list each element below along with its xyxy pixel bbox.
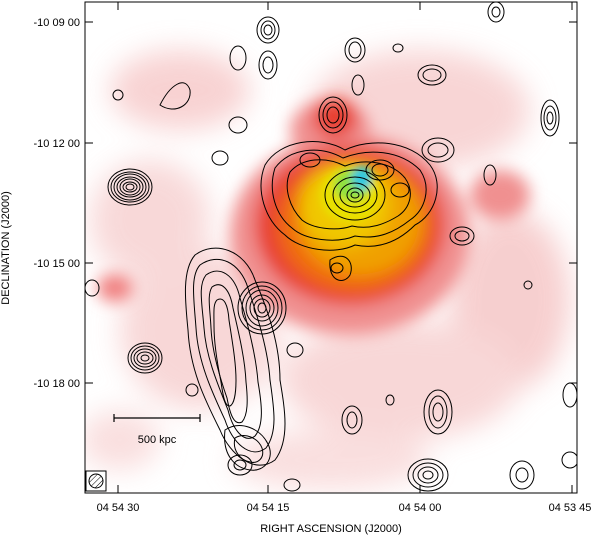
y-axis-title: DECLINATION (J2000) [0,191,12,305]
x-tick-label: 04 54 30 [97,502,140,514]
x-tick-label: 04 54 15 [247,502,290,514]
plot-frame [84,1,578,494]
y-tick-label: -10 09 00 [34,17,80,29]
y-tick-label: -10 18 00 [34,378,80,390]
contour-source [392,2,560,246]
scale-bar: 500 kpc [113,414,201,446]
y-tick-label: -10 15 00 [34,258,80,270]
contour-source [159,16,366,134]
xray-emission-image [85,2,577,493]
contour-source [237,281,287,335]
contour-source [85,89,577,492]
y-tick-label: -10 12 00 [34,138,80,150]
axis-ticks [85,2,577,493]
x-tick-label: 04 54 00 [399,502,442,514]
contour-relic [184,247,286,471]
scale-bar-label: 500 kpc [138,434,177,446]
x-tick-label: 04 53 45 [549,502,592,514]
beam-icon [85,470,107,492]
radio-contours [85,2,577,492]
contour-source [107,168,153,206]
x-axis-title: RIGHT ASCENSION (J2000) [260,523,402,535]
contour-source [127,342,163,374]
contour-core [260,141,438,281]
